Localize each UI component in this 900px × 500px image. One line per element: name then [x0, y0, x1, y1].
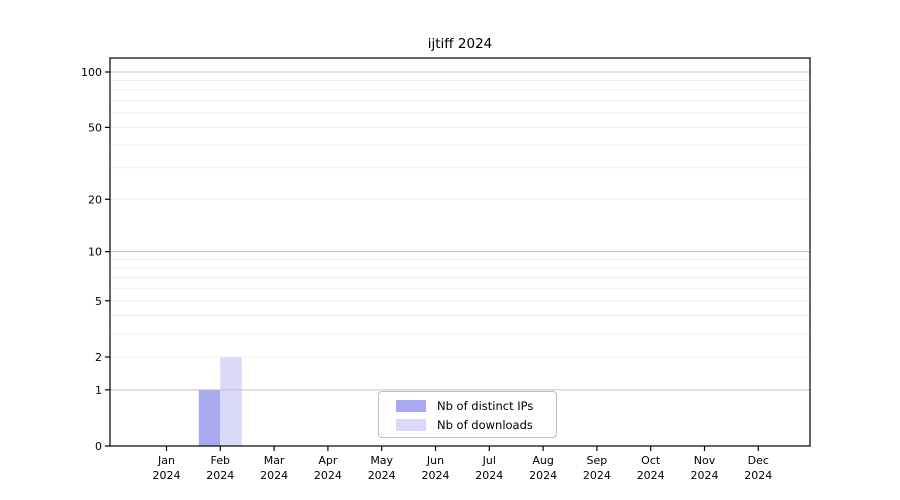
- x-tick-label: Nov 2024: [691, 454, 719, 482]
- legend-item-distinct-ips: Nb of distinct IPs: [396, 398, 546, 414]
- x-tick-label: Jan 2024: [153, 454, 181, 482]
- bar-nb-of-distinct-ips-feb: [198, 389, 221, 446]
- bar-nb-of-downloads-feb: [220, 356, 242, 446]
- legend-item-downloads: Nb of downloads: [396, 417, 546, 433]
- x-tick-label: Dec 2024: [744, 454, 772, 482]
- x-tick-label: Jul 2024: [475, 454, 503, 482]
- x-axis: Jan 2024 Feb 2024 Mar 2024 Apr 2024 May 2024 Jun 20…: [153, 446, 772, 482]
- legend-label-distinct-ips: Nb of distinct IPs: [437, 399, 534, 413]
- y-tick-label: 20: [88, 193, 102, 206]
- y-tick-label: 1: [95, 384, 102, 397]
- gridlines: [110, 71, 810, 391]
- y-axis: 0 1 2 5 10 20 50 100: [81, 66, 110, 453]
- legend-label-downloads: Nb of downloads: [437, 418, 533, 432]
- x-tick-label: May 2024: [368, 454, 396, 482]
- y-tick-label: 5: [95, 295, 102, 308]
- x-tick-label: Mar 2024: [260, 454, 288, 482]
- x-tick-label: Apr 2024: [314, 454, 342, 482]
- legend: Nb of distinct IPs Nb of downloads: [378, 391, 557, 438]
- y-tick-label: 2: [95, 351, 102, 364]
- y-tick-label: 50: [88, 121, 102, 134]
- bars: [198, 356, 242, 446]
- x-tick-label: Oct 2024: [637, 454, 665, 482]
- x-tick-label: Aug 2024: [529, 454, 557, 482]
- legend-swatch-downloads: [396, 419, 426, 431]
- y-tick-label: 100: [81, 66, 102, 79]
- x-tick-label: Jun 2024: [422, 454, 450, 482]
- legend-swatch-distinct-ips: [396, 400, 426, 412]
- y-tick-label: 0: [95, 440, 102, 453]
- x-tick-label: Sep 2024: [583, 454, 611, 482]
- chart-title: ijtiff 2024: [427, 36, 493, 52]
- x-tick-label: Feb 2024: [206, 454, 234, 482]
- y-tick-label: 10: [88, 246, 102, 259]
